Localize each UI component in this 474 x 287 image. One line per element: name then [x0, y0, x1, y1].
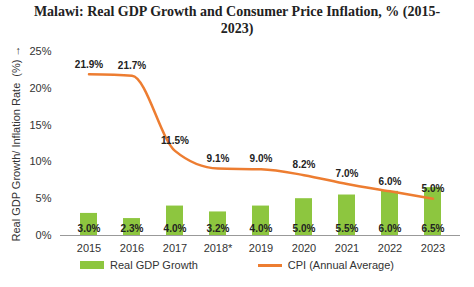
svg-text:2016: 2016	[120, 242, 144, 254]
svg-text:20%: 20%	[29, 82, 51, 94]
svg-text:6.5%: 6.5%	[422, 223, 445, 234]
svg-text:11.5%: 11.5%	[161, 135, 189, 146]
svg-text:Real GDP Growth/ Inflation Rat: Real GDP Growth/ Inflation Rate (%) →	[10, 45, 22, 241]
html-text:Real GDP Growth: Real GDP Growth	[110, 259, 198, 271]
svg-text:7.0%: 7.0%	[336, 168, 359, 179]
svg-text:2015: 2015	[77, 242, 101, 254]
svg-text:5%: 5%	[36, 192, 52, 204]
svg-text:8.2%: 8.2%	[293, 159, 316, 170]
svg-text:4.0%: 4.0%	[250, 223, 273, 234]
svg-text:4.0%: 4.0%	[164, 223, 187, 234]
html-text:Malawi: Real GDP Growth and Co: Malawi: Real GDP Growth and Consumer Pri…	[33, 4, 441, 36]
svg-text:2020: 2020	[292, 242, 316, 254]
html-text:CPI (Annual Average): CPI (Annual Average)	[287, 259, 394, 271]
svg-text:2018*: 2018*	[204, 242, 233, 254]
svg-text:21.7%: 21.7%	[118, 60, 146, 71]
svg-text:2023: 2023	[421, 242, 445, 254]
svg-text:2019: 2019	[249, 242, 273, 254]
svg-text:2017: 2017	[163, 242, 187, 254]
svg-text:5.5%: 5.5%	[336, 223, 359, 234]
svg-text:21.9%: 21.9%	[75, 59, 103, 70]
svg-text:2022: 2022	[378, 242, 402, 254]
svg-text:15%: 15%	[29, 119, 51, 131]
svg-text:9.1%: 9.1%	[207, 153, 230, 164]
svg-text:0%: 0%	[36, 229, 52, 241]
svg-text:25%: 25%	[29, 45, 51, 57]
svg-text:6.0%: 6.0%	[379, 176, 402, 187]
svg-text:6.0%: 6.0%	[379, 223, 402, 234]
svg-text:3.0%: 3.0%	[78, 223, 101, 234]
svg-text:2021: 2021	[335, 242, 359, 254]
svg-text:9.0%: 9.0%	[250, 153, 273, 164]
svg-text:5.0%: 5.0%	[422, 183, 445, 194]
svg-text:5.0%: 5.0%	[293, 223, 316, 234]
svg-text:10%: 10%	[29, 155, 51, 167]
svg-text:2.3%: 2.3%	[121, 223, 144, 234]
svg-text:3.2%: 3.2%	[207, 223, 230, 234]
